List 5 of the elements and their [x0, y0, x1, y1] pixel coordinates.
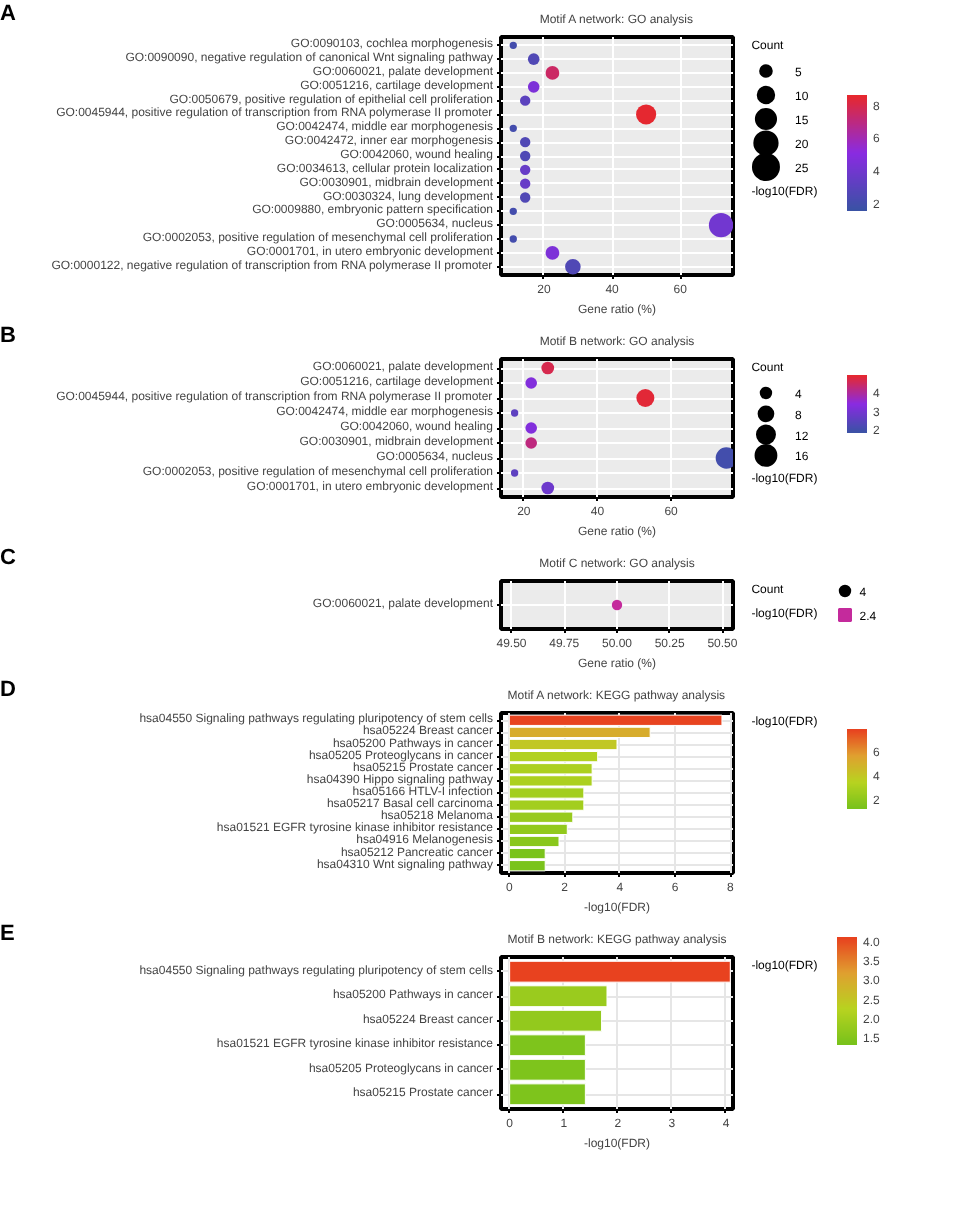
text: D — [0, 676, 16, 706]
text: A — [0, 0, 16, 30]
text: B — [0, 322, 16, 352]
text: C — [0, 544, 16, 574]
text: E — [0, 920, 15, 950]
